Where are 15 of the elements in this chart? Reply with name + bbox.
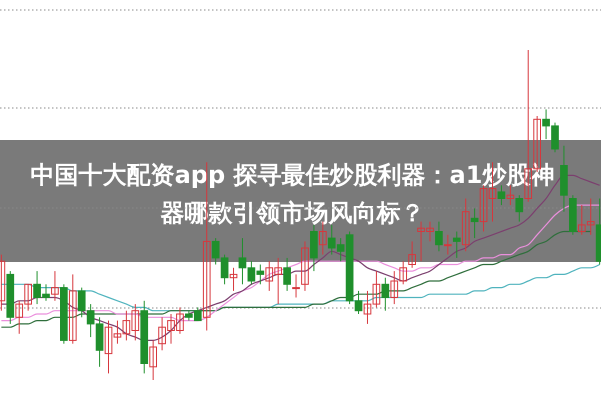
candlestick: [51, 270, 59, 302]
candlestick: [444, 234, 452, 256]
candlestick: [292, 274, 300, 298]
candlestick: [381, 277, 390, 312]
candlestick: [283, 257, 291, 292]
candlestick: [470, 208, 478, 239]
candlestick: [230, 267, 238, 292]
candlestick: [68, 274, 77, 344]
candlestick: [149, 340, 158, 380]
candlestick: [515, 194, 524, 222]
candlestick: [301, 240, 309, 292]
candlestick: [435, 221, 443, 252]
candlestick: [462, 198, 470, 252]
candlestick: [408, 240, 416, 268]
candlestick: [452, 231, 461, 258]
